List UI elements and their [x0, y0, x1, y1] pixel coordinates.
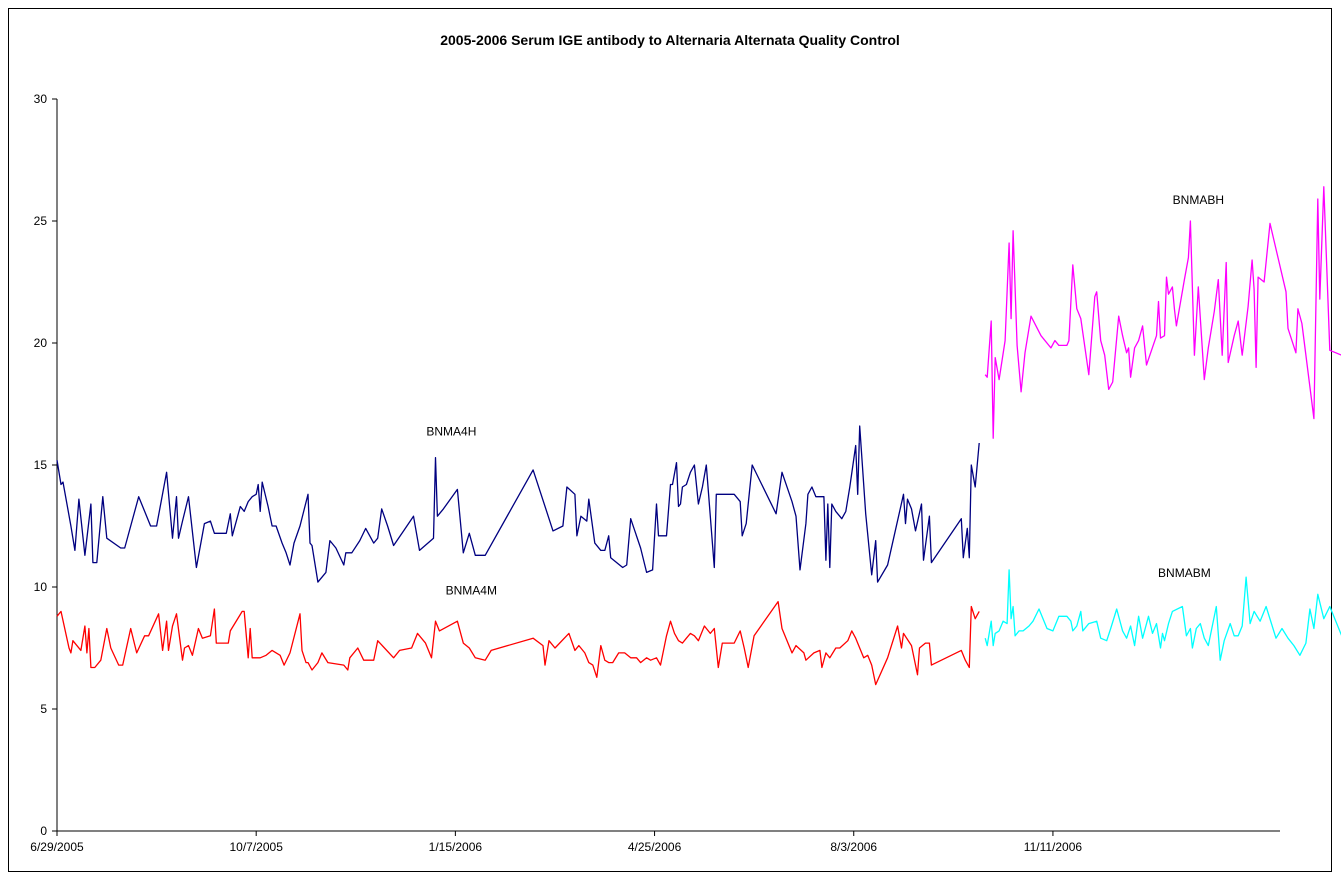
- series-labels: BNMA4H BNMA4M BNMABH BNMABM: [426, 193, 1224, 597]
- y-tick-label: 5: [40, 702, 47, 716]
- axes: 0 5 10 15 20 25 30 6/29/2005 10/7/2005 1/15/2006 4…: [30, 92, 1280, 854]
- chart-frame: [8, 8, 1332, 872]
- y-tick-label: 0: [40, 824, 47, 838]
- y-tick-label: 15: [34, 458, 48, 472]
- series-label-bnma4h: BNMA4H: [426, 425, 476, 439]
- y-tick-label: 20: [34, 336, 48, 350]
- x-tick-label: 11/11/2006: [1024, 840, 1083, 854]
- series-line-bnmabm: [984, 569, 1341, 661]
- x-tick-label: 10/7/2005: [229, 840, 283, 854]
- x-tick-label: 4/25/2006: [628, 840, 682, 854]
- chart-title: 2005-2006 Serum IGE antibody to Alternar…: [440, 32, 900, 48]
- series-line-bnma4m: [56, 600, 980, 686]
- x-tick-label: 6/29/2005: [30, 840, 84, 854]
- series-label-bnmabh: BNMABH: [1173, 193, 1224, 207]
- series-line-bnmabh: [984, 186, 1341, 439]
- x-tick-label: 1/15/2006: [429, 840, 483, 854]
- y-tick-label: 10: [34, 580, 48, 594]
- series-label-bnmabm: BNMABM: [1158, 566, 1211, 580]
- series-layer: [56, 186, 1341, 686]
- series-line-bnma4h: [56, 425, 980, 583]
- series-label-bnma4m: BNMA4M: [446, 583, 497, 597]
- y-tick-label: 25: [34, 214, 48, 228]
- x-tick-label: 8/3/2006: [830, 840, 877, 854]
- y-tick-label: 30: [34, 92, 48, 106]
